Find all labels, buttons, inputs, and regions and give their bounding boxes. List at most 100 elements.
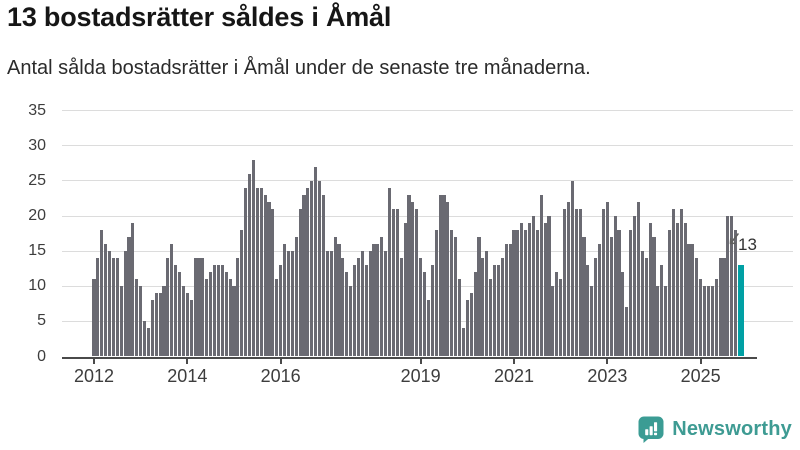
y-axis-label: 0 <box>37 347 46 365</box>
bar <box>119 286 123 357</box>
bar <box>438 194 442 357</box>
bar <box>387 187 392 357</box>
bar <box>722 258 726 357</box>
bar <box>166 258 170 357</box>
bar <box>671 208 676 357</box>
bar <box>302 194 306 357</box>
bar <box>730 216 734 357</box>
bar <box>384 251 388 357</box>
bar <box>298 208 302 357</box>
bar <box>625 307 629 357</box>
bar <box>691 244 695 357</box>
bar <box>687 244 691 357</box>
bar <box>597 244 602 357</box>
bar <box>582 237 586 357</box>
bar <box>314 166 318 357</box>
bar <box>329 251 333 357</box>
bar <box>368 251 372 357</box>
bar <box>415 208 419 357</box>
bar <box>333 237 337 357</box>
x-axis-label: 2023 <box>587 366 628 386</box>
bar <box>325 251 329 357</box>
bar <box>699 279 703 357</box>
bar <box>135 279 139 357</box>
bar <box>352 265 357 357</box>
bar <box>422 272 427 357</box>
bar <box>660 265 664 357</box>
newsworthy-logo-text: Newsworthy <box>672 418 792 440</box>
bar <box>590 286 594 357</box>
bar <box>457 279 462 357</box>
x-axis-label: 2025 <box>680 366 721 386</box>
bar <box>372 244 376 357</box>
bar <box>306 187 310 357</box>
gridline <box>62 180 793 182</box>
gridline <box>62 110 793 112</box>
bar <box>679 208 683 357</box>
bar <box>419 258 423 357</box>
gridline <box>62 145 793 147</box>
bar <box>154 293 158 357</box>
bar <box>706 286 711 357</box>
bar <box>92 279 96 357</box>
bar <box>531 216 536 357</box>
x-axis-tick <box>186 358 189 364</box>
bar <box>403 223 407 357</box>
bar <box>430 265 434 357</box>
bar <box>675 223 679 357</box>
x-axis-tick <box>513 358 515 364</box>
bar <box>162 286 166 357</box>
bar <box>127 237 131 357</box>
bar <box>209 272 213 357</box>
y-axis-label: 20 <box>28 207 46 225</box>
bar <box>286 251 291 357</box>
bar <box>632 216 637 357</box>
bar <box>586 265 590 357</box>
bar <box>139 286 143 357</box>
bar <box>236 258 240 357</box>
bar <box>566 201 571 357</box>
bar <box>240 230 244 357</box>
annotation-arrow-icon <box>727 232 740 247</box>
bar <box>644 258 648 357</box>
bar <box>652 237 656 357</box>
bar <box>228 279 232 357</box>
bar <box>562 208 567 357</box>
bar <box>469 293 473 357</box>
bar <box>146 328 151 357</box>
bar <box>158 293 162 357</box>
x-axis-label: 2016 <box>260 366 301 386</box>
bar <box>605 201 609 357</box>
chart-title: 13 bostadsrätter såldes i Åmål <box>7 2 392 32</box>
bar <box>360 251 364 357</box>
bar <box>321 194 326 357</box>
x-axis-label: 2012 <box>73 366 115 386</box>
y-axis-label: 5 <box>37 312 46 330</box>
bar <box>734 230 738 357</box>
bar <box>224 272 228 357</box>
y-axis-label: 15 <box>28 242 46 260</box>
bar <box>609 237 613 357</box>
bar <box>107 251 112 357</box>
x-axis-tick <box>419 358 422 364</box>
bar <box>364 265 368 357</box>
bar <box>96 258 100 357</box>
bar <box>391 208 396 357</box>
bar <box>465 300 469 357</box>
y-axis-label: 10 <box>28 277 46 295</box>
bar <box>524 230 528 357</box>
bar <box>399 258 403 357</box>
x-axis-tick <box>279 358 282 364</box>
x-axis-label: 2019 <box>400 366 441 386</box>
bar <box>570 180 574 357</box>
highlighted-bar <box>737 265 745 357</box>
bar <box>481 258 485 357</box>
bar <box>181 286 186 357</box>
bar <box>695 258 699 357</box>
bar <box>170 244 174 357</box>
bar <box>547 216 551 357</box>
x-axis-label: 2014 <box>167 366 208 386</box>
bar <box>177 272 182 357</box>
bar <box>275 279 279 357</box>
